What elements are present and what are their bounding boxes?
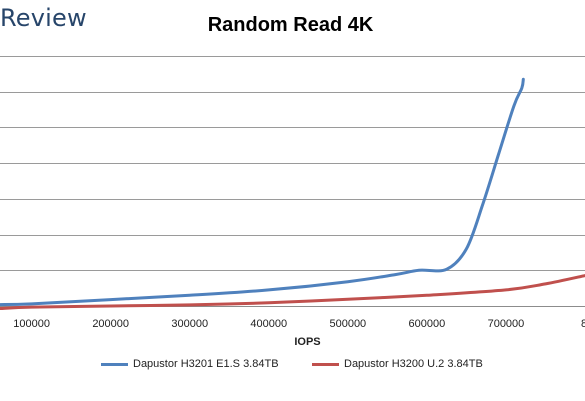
x-tick-label: 300000: [171, 318, 208, 330]
legend-swatch-series-2: [312, 362, 339, 366]
x-tick-label: 200000: [92, 318, 129, 330]
series-line-2: [0, 274, 585, 310]
chart-title: Random Read 4K: [0, 14, 585, 37]
x-tick-label: 400000: [250, 318, 287, 330]
brand-logo-text: Review: [0, 4, 87, 32]
series-line-1: [0, 77, 525, 307]
gridlines: [0, 56, 585, 307]
x-axis-label: IOPS: [294, 336, 321, 348]
chart-legend: Dapustor H3201 E1.S 3.84TB Dapustor H320…: [0, 358, 585, 378]
x-tick-label: 100000: [13, 318, 50, 330]
legend-label-series-1: Dapustor H3201 E1.S 3.84TB: [133, 358, 279, 370]
x-tick-label: 8: [581, 318, 585, 330]
legend-swatch-series-1: [101, 362, 128, 366]
x-tick-label: 600000: [409, 318, 446, 330]
x-tick-label: 500000: [329, 318, 366, 330]
chart-title-text: Random Read 4K: [207, 14, 374, 36]
series-lines: [0, 77, 585, 310]
legend-label-series-2: Dapustor H3200 U.2 3.84TB: [344, 358, 483, 370]
legend-item-series-2: Dapustor H3200 U.2 3.84TB: [312, 358, 483, 370]
x-tick-label: 700000: [488, 318, 525, 330]
x-axis-label-wrap: IOPS: [0, 336, 585, 348]
x-axis-ticks: 100000 200000 300000 400000 500000 600000 7000…: [13, 318, 585, 330]
legend-item-series-1: Dapustor H3201 E1.S 3.84TB: [101, 358, 279, 370]
